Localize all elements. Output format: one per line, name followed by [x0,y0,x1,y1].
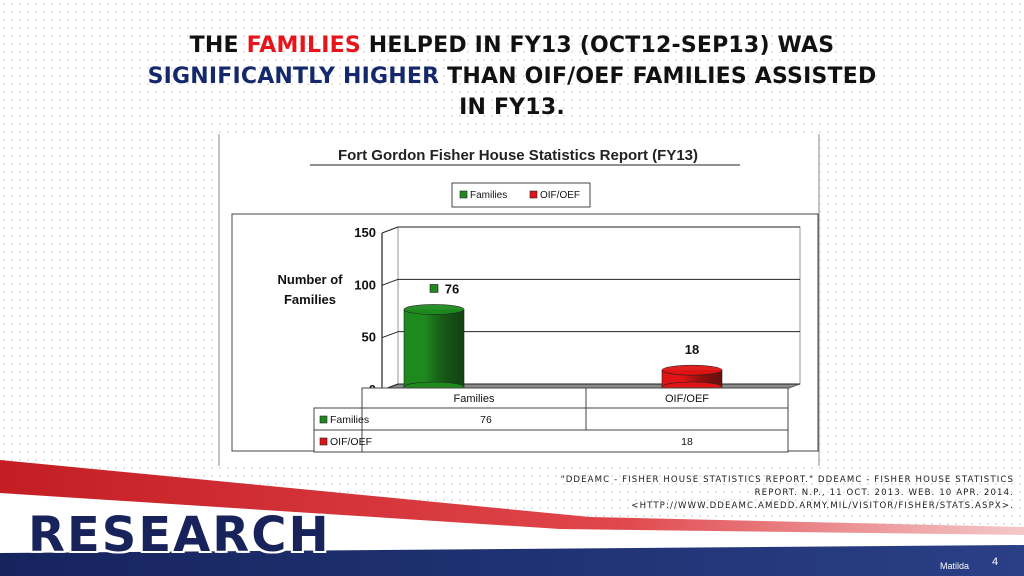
author-footer: Matilda [940,561,970,571]
y-axis-label-line2: Families [284,292,336,307]
title-text: HELPED IN FY13 (OCT12-SEP13) WAS [360,33,835,58]
table-row-label-families: Families [330,414,369,426]
bar-top [661,364,723,376]
data-label: 76 [445,281,459,296]
bar-top [403,304,465,315]
title-text: THE [189,33,247,58]
citation: "DDEAMC - FISHER HOUSE STATISTICS REPORT… [560,475,1014,511]
y-tick-label: 150 [354,225,376,240]
title-text: THAN OIF/OEF FAMILIES ASSISTED [439,64,877,89]
y-axis-label-line1: Number of [278,272,344,287]
title-highlight-families: FAMILIES [246,33,361,58]
bar-shading [404,309,464,387]
title-text: IN FY13. [459,95,565,120]
data-table: Families OIF/OEF Families 76 OIF/OEF 18 [313,387,789,453]
page-number: 4 [992,556,999,568]
chart-title: Fort Gordon Fisher House Statistics Repo… [338,147,698,164]
table-header-families: Families [454,393,495,405]
gridline-side [381,226,399,234]
table-swatch-families [319,415,328,424]
chart-plot-group: 050100150 76 18 [354,225,801,397]
fisher-house-chart: Fort Gordon Fisher House Statistics Repo… [218,134,820,466]
gridline-side [381,331,399,339]
table-swatch-oif-oef [319,437,328,446]
data-label: 18 [685,342,699,357]
slide-title: THE FAMILIES HELPED IN FY13 (OCT12-SEP13… [60,30,964,123]
table-row-label-oif-oef: OIF/OEF [330,436,372,448]
legend-label-oif-oef: OIF/OEF [540,190,580,201]
legend-box [451,182,591,208]
legend-label-families: Families [470,190,507,201]
legend-swatch-families [459,190,468,199]
legend-swatch-oif-oef [529,190,538,199]
decorative-bottom-band [0,460,1024,576]
table-cell-oif-oef-value: 18 [681,436,693,448]
section-label-research: RESEARCH [28,507,331,563]
y-tick-label: 50 [362,330,376,345]
data-label-marker [429,284,439,293]
title-highlight-significantly-higher: SIGNIFICANTLY HIGHER [147,64,440,89]
gridline-side [381,278,399,286]
table-cell-families-value: 76 [480,414,492,426]
table-header-oif-oef: OIF/OEF [665,393,709,405]
y-tick-label: 100 [354,277,376,292]
